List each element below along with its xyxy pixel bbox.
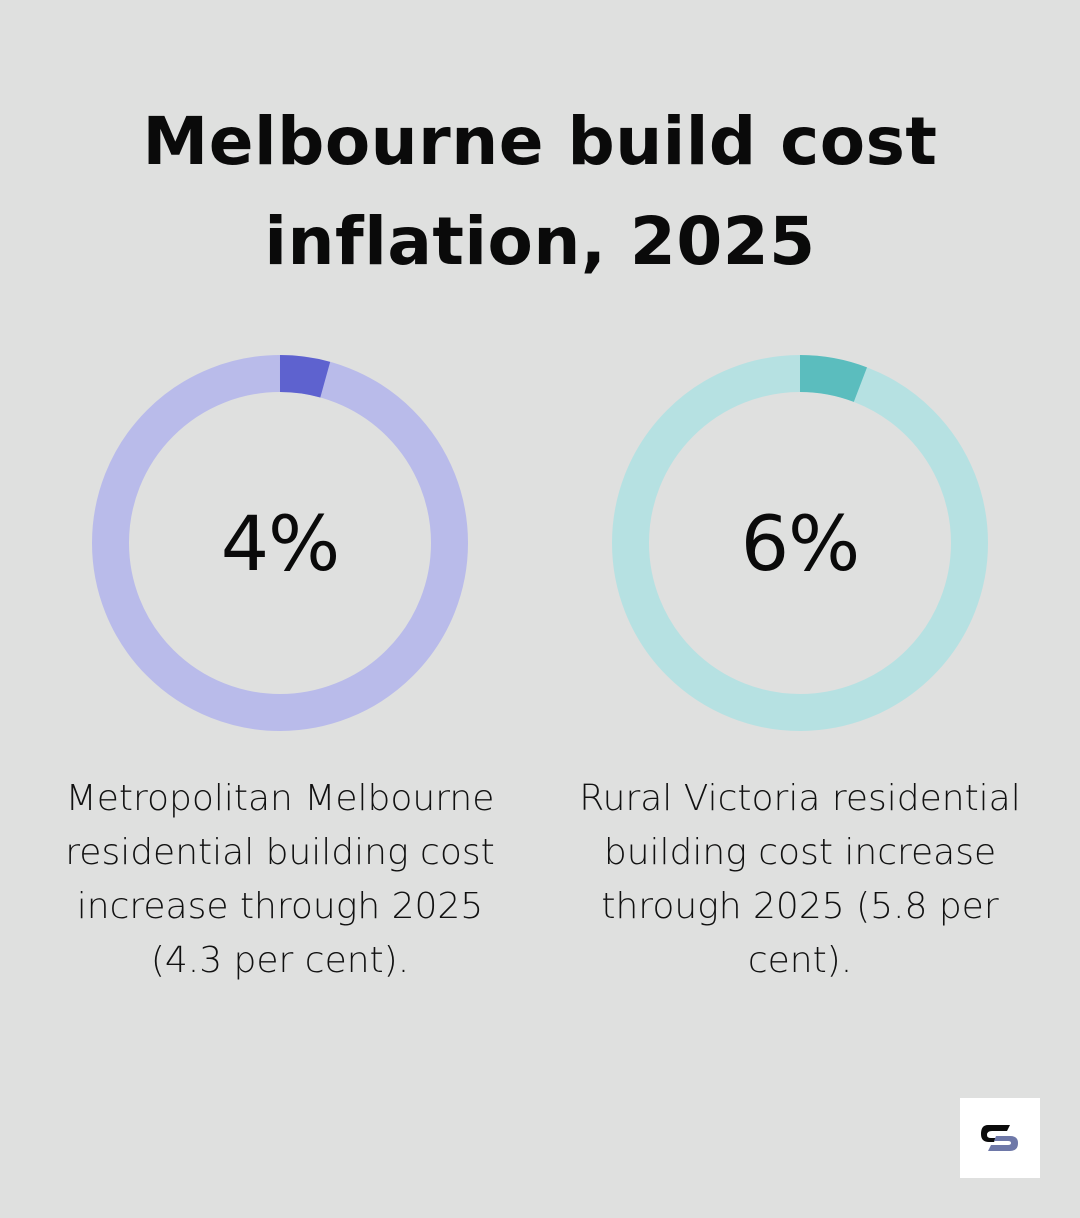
- caption-line: building cost increase: [603, 832, 997, 873]
- title-line-1: Melbourne build cost: [142, 103, 938, 180]
- caption-line: increase through 2025: [76, 886, 484, 927]
- caption-line: residential building cost: [65, 832, 495, 873]
- brand-s-logo-icon: [981, 1125, 1018, 1151]
- caption-rural: Rural Victoria residential building cost…: [565, 772, 1035, 988]
- donut-ring: [612, 355, 988, 731]
- caption-line: through 2025 (5.8 per: [601, 886, 999, 927]
- brand-logo: [960, 1098, 1040, 1178]
- donut-chart-rural: 6%: [612, 355, 988, 731]
- donut-chart-metro: 4%: [92, 355, 468, 731]
- percentage-value: 4%: [220, 498, 341, 588]
- caption-line: Rural Victoria residential: [579, 778, 1021, 819]
- caption-line: cent).: [747, 940, 853, 981]
- caption-metro: Metropolitan Melbourne residential build…: [45, 772, 515, 988]
- page-title: Melbourne build cost inflation, 2025: [0, 92, 1080, 292]
- caption-line: (4.3 per cent).: [150, 940, 410, 981]
- donut-ring: [92, 355, 468, 731]
- title-line-2: inflation, 2025: [264, 203, 816, 280]
- caption-line: Metropolitan Melbourne: [65, 778, 495, 819]
- percentage-value: 6%: [740, 498, 861, 588]
